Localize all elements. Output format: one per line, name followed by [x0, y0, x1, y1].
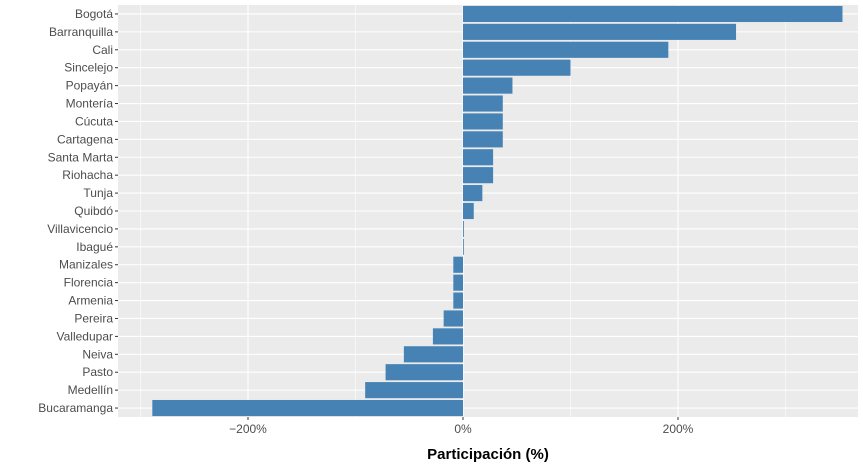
y-tick-label: Neiva [82, 347, 113, 361]
bar-Pasto [385, 364, 463, 381]
y-tick-label: Cali [92, 43, 113, 57]
y-tick-label: Riohacha [62, 168, 113, 182]
bars [152, 5, 843, 417]
bar-Neiva [403, 346, 463, 363]
bar-Manizales [453, 256, 463, 273]
y-tick-label: Manizales [59, 258, 113, 272]
y-tick-label: Villavicencio [47, 222, 113, 236]
bar-Cali [463, 41, 669, 58]
bar-Ibagué [463, 238, 464, 255]
bar-Bucaramanga [152, 399, 463, 417]
bar-Cartagena [463, 131, 503, 148]
y-tick-label: Popayán [66, 79, 113, 93]
y-tick-label: Cartagena [57, 132, 113, 146]
bar-Sincelejo [463, 59, 571, 76]
bar-Cúcuta [463, 113, 503, 130]
x-tick-label: 200% [663, 422, 694, 436]
bar-Quibdó [463, 202, 474, 220]
y-tick-label: Ibagué [76, 240, 113, 254]
bar-Barranquilla [463, 23, 737, 40]
y-tick-label: Florencia [64, 276, 114, 290]
y-tick-label: Armenia [68, 294, 113, 308]
y-tick-label: Cúcuta [75, 114, 113, 128]
y-tick-label: Medellín [68, 383, 113, 397]
y-tick-label: Quibdó [74, 204, 113, 218]
bar-Montería [463, 95, 503, 112]
y-tick-label: Santa Marta [48, 150, 114, 164]
x-axis: −200% 0% 200% [229, 417, 694, 436]
bar-Villavicencio [463, 220, 464, 237]
bar-Bogotá [463, 5, 843, 23]
x-tick-label: 0% [454, 422, 472, 436]
x-tick-label: −200% [229, 422, 267, 436]
bar-Florencia [453, 274, 463, 291]
bar-Armenia [453, 292, 463, 309]
y-tick-label: Barranquilla [49, 25, 113, 39]
bar-Pereira [443, 310, 463, 327]
x-axis-title: Participación (%) [427, 446, 549, 463]
y-tick-label: Pereira [74, 311, 113, 325]
bar-Riohacha [463, 167, 494, 184]
y-axis: Bogotá Barranquilla Cali Sincelejo Popayán Mo… [38, 7, 118, 415]
y-tick-label: Valledupar [57, 329, 113, 343]
bar-Valledupar [432, 328, 463, 345]
y-tick-label: Sincelejo [64, 61, 113, 75]
bar-Medellín [365, 382, 463, 399]
y-tick-label: Bucaramanga [38, 401, 113, 415]
bar-Popayán [463, 77, 513, 94]
bar-Santa Marta [463, 149, 494, 166]
y-tick-label: Bogotá [75, 7, 113, 21]
bar-Tunja [463, 185, 483, 202]
y-tick-label: Tunja [83, 186, 113, 200]
y-tick-label: Pasto [82, 365, 113, 379]
y-tick-label: Montería [66, 97, 114, 111]
